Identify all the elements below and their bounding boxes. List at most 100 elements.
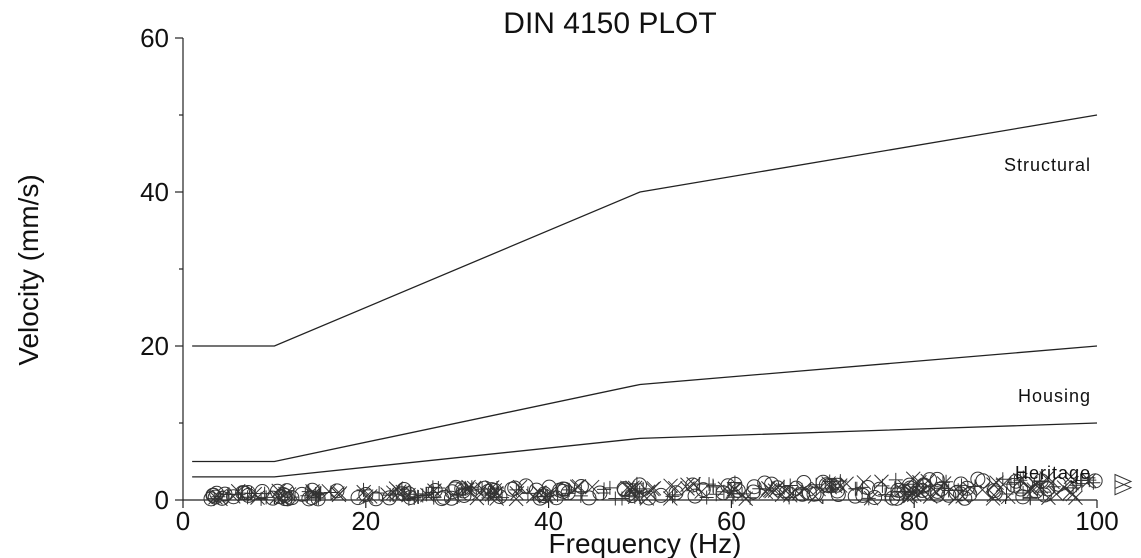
scatter-point-plus bbox=[967, 479, 982, 494]
scatter-point-plus bbox=[411, 489, 426, 504]
scatter-point-x bbox=[962, 481, 978, 497]
scatter-point-circle bbox=[824, 477, 840, 493]
scatter-point-plus bbox=[855, 480, 870, 495]
scatter-point-circle bbox=[801, 485, 817, 501]
scatter-point-plus bbox=[630, 485, 645, 500]
scatter-point-plus bbox=[221, 487, 236, 502]
scatter-point-x bbox=[1056, 480, 1072, 495]
scatter-point-plus bbox=[415, 488, 430, 503]
curve-label-housing: Housing bbox=[1018, 386, 1091, 406]
scatter-point-x bbox=[461, 479, 476, 495]
scatter-point-circle bbox=[867, 489, 883, 505]
scatter-point-circle bbox=[745, 484, 761, 500]
scatter-point-circle bbox=[444, 484, 460, 500]
scatter-point-x bbox=[1062, 485, 1078, 500]
scatter-point-plus bbox=[1016, 485, 1031, 500]
scatter-point-plus bbox=[394, 482, 409, 497]
scatter-point-circle bbox=[818, 477, 834, 493]
scatter-point-plus bbox=[596, 485, 611, 500]
scatter-point-circle bbox=[275, 486, 291, 502]
scatter-point-plus bbox=[458, 480, 473, 495]
x-tick-label: 80 bbox=[900, 506, 929, 536]
scatter-point-x bbox=[1033, 479, 1049, 495]
limit-line-housing bbox=[192, 345, 1098, 463]
scatter-point-x bbox=[358, 489, 374, 504]
scatter-point-circle bbox=[487, 482, 503, 498]
scatter-point-circle bbox=[209, 485, 225, 501]
scatter-point-circle bbox=[532, 490, 548, 506]
y-axis-label: Velocity (mm/s) bbox=[13, 174, 44, 365]
scatter-point-x bbox=[913, 484, 928, 500]
scatter-point-plus bbox=[735, 486, 750, 501]
scatter-point-x bbox=[401, 487, 416, 503]
scatter-point-plus bbox=[1066, 480, 1081, 495]
scatter-point-plus bbox=[608, 491, 623, 506]
scatter-point-plus bbox=[383, 488, 398, 503]
scatter-point-circle bbox=[443, 490, 459, 506]
scatter-point-x bbox=[680, 481, 695, 496]
scatter-point-circle bbox=[310, 491, 326, 507]
scatter-point-x bbox=[1045, 474, 1060, 490]
scatter-point-x bbox=[975, 482, 990, 498]
scatter-point-plus bbox=[1069, 478, 1084, 493]
scatter-point-plus bbox=[257, 486, 272, 501]
scatter-point-plus bbox=[597, 482, 612, 497]
scatter-point-x bbox=[330, 486, 345, 501]
scatter-point-circle bbox=[687, 488, 703, 504]
scatter-point-plus bbox=[999, 486, 1014, 501]
x-tick-label: 100 bbox=[1075, 506, 1118, 536]
scatter-point-circle bbox=[240, 485, 256, 501]
scatter-point-circle bbox=[829, 477, 845, 493]
scatter-point-x bbox=[385, 485, 401, 501]
scatter-point-x bbox=[646, 480, 662, 496]
scatter-point-x bbox=[512, 479, 528, 495]
x-axis-label: Frequency (Hz) bbox=[549, 528, 742, 558]
scatter-point-plus bbox=[743, 490, 758, 505]
scatter-point-circle bbox=[794, 486, 810, 502]
scatter-point-x bbox=[1063, 469, 1079, 485]
scatter-point-circle bbox=[930, 483, 946, 499]
scatter-point-plus bbox=[1046, 479, 1061, 494]
curve-labels: Structural Housing Heritage bbox=[1004, 155, 1091, 483]
scatter-point-circle bbox=[1006, 477, 1022, 493]
scatter-point-x bbox=[639, 491, 655, 506]
scatter-point-x bbox=[571, 478, 587, 494]
scatter-point-circle bbox=[815, 474, 831, 490]
scatter-point-x bbox=[532, 485, 548, 501]
scatter-point-circle bbox=[929, 471, 945, 487]
scatter-point-plus bbox=[878, 487, 893, 502]
scatter-point-circle bbox=[560, 485, 576, 501]
scatter-point-x bbox=[901, 482, 917, 498]
scatter-point-x bbox=[989, 475, 1004, 491]
scatter-point-x bbox=[764, 483, 779, 499]
curve-label-heritage: Heritage bbox=[1015, 463, 1091, 483]
scatter-point-plus bbox=[463, 483, 478, 498]
scatter-point-plus bbox=[875, 478, 890, 493]
scatter-point-x bbox=[332, 486, 348, 501]
scatter-point-circle bbox=[368, 491, 384, 507]
y-tick-label: 20 bbox=[140, 331, 169, 361]
scatter-point-x bbox=[427, 483, 442, 498]
limit-line-heritage bbox=[192, 422, 1098, 478]
scatter-point-x bbox=[475, 482, 490, 497]
scatter-point-x bbox=[1065, 486, 1081, 502]
scatter-point-circle bbox=[507, 480, 523, 496]
curve-label-structural: Structural bbox=[1004, 155, 1091, 175]
scatter-point-x bbox=[1000, 489, 1016, 505]
scatter-point-x bbox=[986, 487, 1002, 503]
scatter-point-x bbox=[985, 491, 1001, 506]
y-tick-label: 40 bbox=[140, 177, 169, 207]
scatter-point-x bbox=[489, 491, 505, 506]
scatter-markers bbox=[203, 469, 1133, 507]
y-tick-label: 0 bbox=[155, 485, 169, 515]
scatter-point-circle bbox=[847, 488, 863, 504]
scatter-point-circle bbox=[1018, 476, 1034, 492]
scatter-point-circle bbox=[872, 481, 888, 497]
scatter-point-plus bbox=[883, 489, 898, 504]
scatter-point-plus bbox=[667, 487, 682, 502]
scatter-point-circle bbox=[616, 481, 632, 497]
scatter-point-plus bbox=[300, 488, 315, 503]
scatter-point-circle bbox=[1051, 476, 1067, 492]
scatter-point-x bbox=[1041, 490, 1056, 506]
scatter-point-x bbox=[920, 473, 936, 489]
